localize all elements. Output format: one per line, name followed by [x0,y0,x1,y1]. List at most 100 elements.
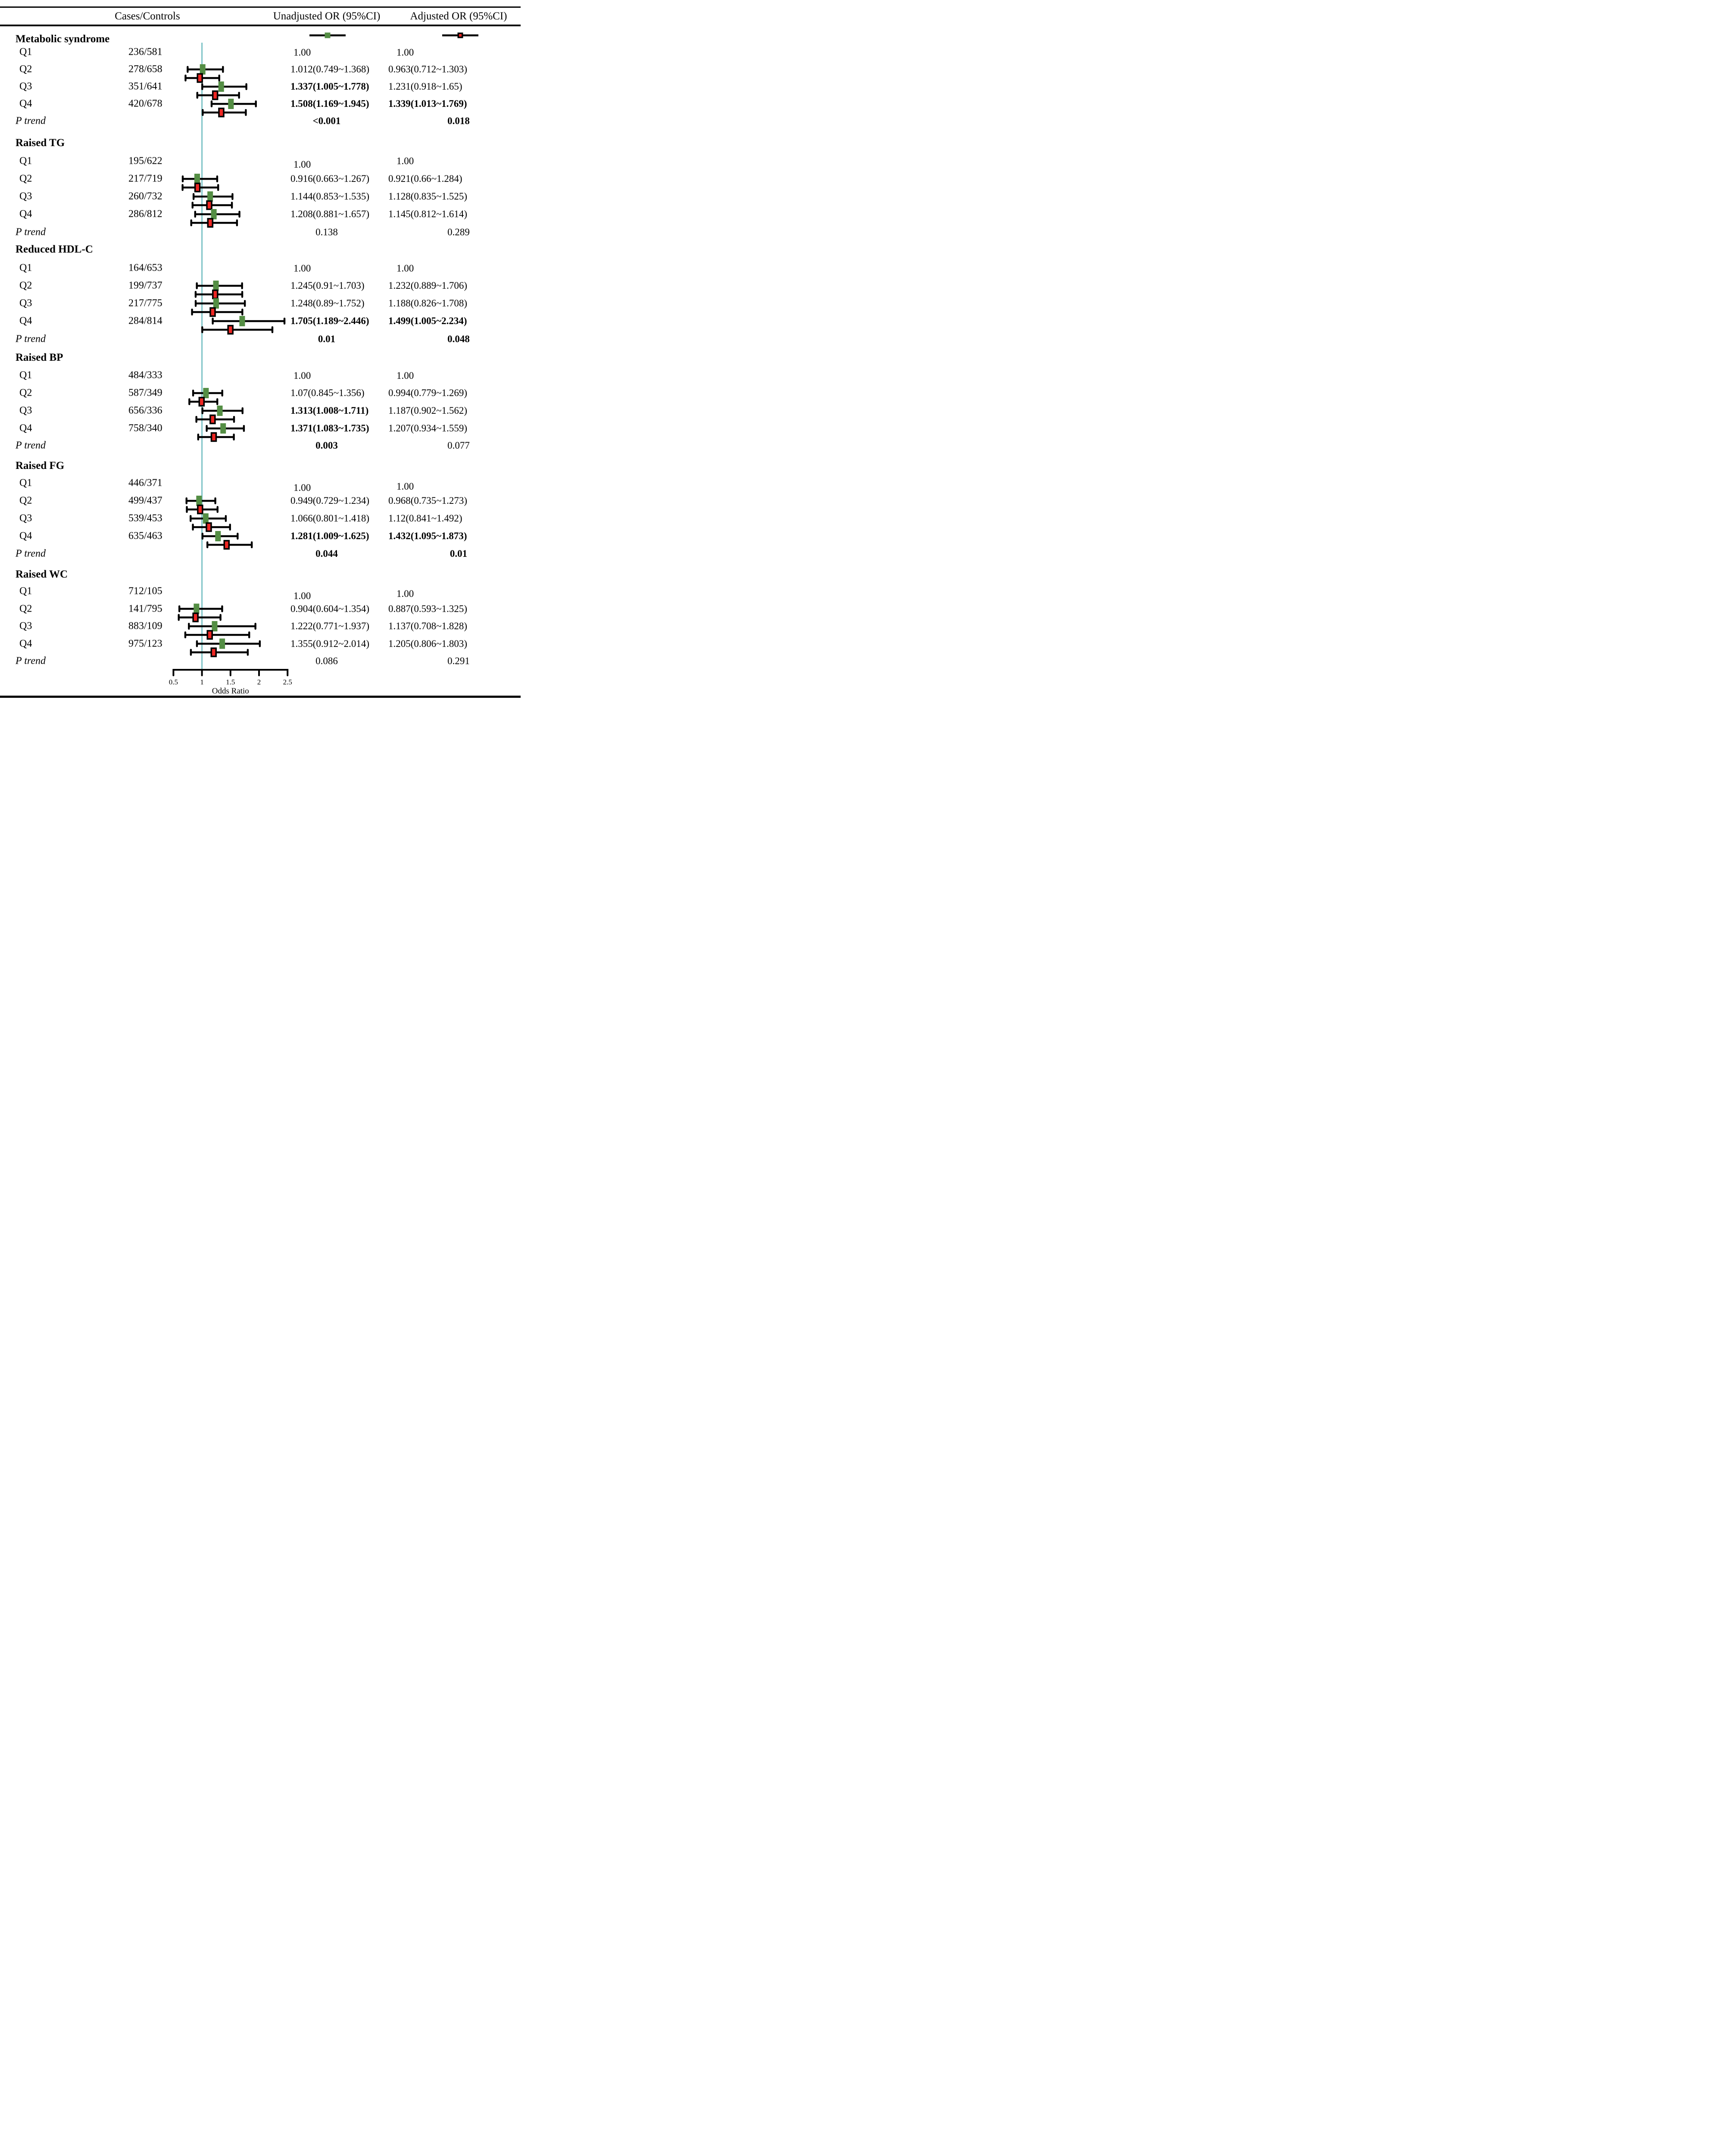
ci-bar [194,195,233,198]
ci-bar [190,651,248,653]
unadjusted-or-value: 1.508(1.169~1.945) [290,98,369,109]
cases-controls-value: 286/812 [128,208,162,220]
ci-cap [245,83,247,90]
adjusted-or-value: 1.339(1.013~1.769) [388,98,467,109]
ci-cap [225,515,227,522]
unadjusted-marker [203,513,209,524]
unadjusted-marker [218,81,224,92]
ci-bar [212,320,285,322]
ci-cap [250,541,253,548]
ci-cap [236,219,238,226]
unadjusted-marker [200,64,206,75]
ci-cap [192,390,194,397]
ci-cap [196,282,198,289]
unadjusted-or-value: 0.916(0.663~1.267) [290,173,370,184]
adjusted-marker [457,32,463,38]
ci-cap [247,649,249,656]
quartile-label: Q4 [19,530,32,542]
quartile-label: Q4 [19,315,32,327]
cases-controls-value: 199/737 [128,280,162,291]
adjusted-marker [197,504,203,515]
ci-cap [181,175,184,182]
unadjusted-marker [219,638,225,649]
cases-controls-value: 484/333 [128,369,162,381]
unadjusted-marker [217,406,223,416]
x-axis-tick-label: 2.5 [283,678,292,686]
p-trend-label: P trend [16,333,46,345]
adjusted-or-value: 1.12(0.841~1.492) [388,513,462,524]
ci-cap [241,282,243,289]
unadjusted-or-value: 1.00 [293,47,311,58]
quartile-label: Q1 [19,46,32,58]
unadjusted-or-value: 1.00 [293,482,311,493]
forest-plot-figure: Cases/Controls Unadjusted OR (95%CI) Adj… [0,0,521,704]
x-axis-tick-label: 1.5 [226,678,235,686]
quartile-label: Q1 [19,155,32,167]
ci-cap [187,66,189,73]
cases-controls-value: 164/653 [128,262,162,274]
cases-controls-value: 260/732 [128,191,162,202]
section-title: Raised WC [16,568,68,580]
adjusted-marker [207,218,214,228]
ci-cap [216,175,219,182]
p-trend-adjusted-value: 0.01 [450,548,468,559]
quartile-label: Q3 [19,620,32,632]
adjusted-marker [194,182,201,193]
quartile-label: Q2 [19,63,32,75]
x-axis-tick [172,670,175,676]
x-axis-tick [287,670,289,676]
unadjusted-or-value: 1.371(1.083~1.735) [290,423,369,434]
ci-cap [283,318,286,325]
quartile-label: Q4 [19,208,32,220]
ci-cap [190,515,192,522]
p-trend-unadjusted-value: 0.086 [315,656,338,666]
ci-cap [188,623,190,630]
quartile-label: Q2 [19,387,32,399]
unadjusted-marker [196,496,202,506]
ci-cap [248,631,250,638]
adjusted-or-value: 1.145(0.812~1.614) [388,209,468,219]
unadjusted-or-value: 1.313(1.008~1.711) [290,405,369,416]
p-trend-unadjusted-value: 0.01 [318,334,336,344]
adjusted-or-value: 1.499(1.005~2.234) [388,315,467,326]
ci-cap [194,300,197,307]
ci-cap [195,416,197,423]
unadjusted-marker [213,298,219,309]
x-axis-tick [258,670,260,676]
section-title: Raised FG [16,460,65,472]
x-axis-tick-label: 1 [200,678,204,686]
cases-controls-value: 587/349 [128,387,162,399]
adjusted-marker [218,107,225,118]
adjusted-or-value: 1.137(0.708~1.828) [388,621,468,631]
adjusted-marker [206,522,212,532]
ci-cap [219,614,222,621]
cases-controls-value: 656/336 [128,405,162,416]
adjusted-marker [223,540,230,550]
ci-cap [238,211,240,218]
quartile-label: Q3 [19,512,32,524]
p-trend-adjusted-value: 0.077 [447,440,470,451]
unadjusted-marker [207,191,213,202]
adjusted-or-value: 1.00 [397,588,414,599]
p-trend-unadjusted-value: <0.001 [312,116,341,126]
quartile-label: Q1 [19,262,32,274]
cases-controls-value: 635/463 [128,530,162,542]
ci-cap [217,184,219,191]
quartile-label: Q3 [19,81,32,92]
ci-cap [196,640,198,647]
ci-cap [181,184,184,191]
adjusted-marker [198,397,205,407]
ci-cap [201,407,203,414]
p-trend-label: P trend [16,226,46,238]
unadjusted-or-value: 1.012(0.749~1.368) [290,64,370,75]
adjusted-marker [192,612,199,622]
ci-cap [188,398,190,405]
cases-controls-value: 758/340 [128,422,162,434]
cases-controls-value: 446/371 [128,477,162,489]
ci-cap [243,425,245,432]
adjusted-or-value: 1.00 [397,156,414,166]
ci-cap [216,398,219,405]
adjusted-marker [227,325,234,335]
unadjusted-or-value: 1.705(1.189~2.446) [290,315,369,326]
header-unadjusted-or: Unadjusted OR (95%CI) [273,10,381,22]
